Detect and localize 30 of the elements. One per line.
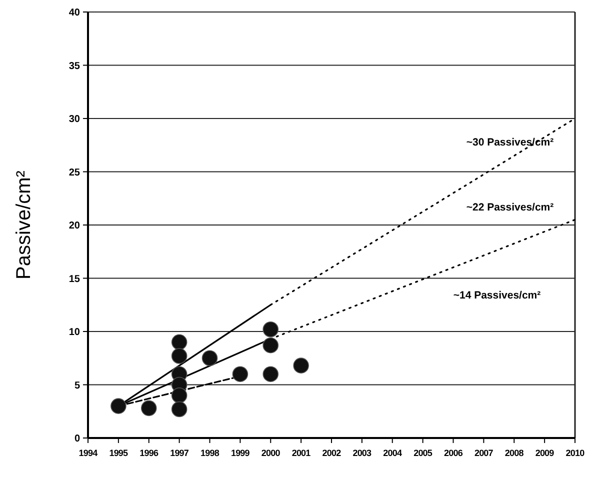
y-tick-label: 0 [74, 434, 80, 444]
x-tick-label: 2008 [504, 448, 524, 458]
y-axis-title: Passive/cm² [13, 170, 35, 280]
x-tick-label: 1998 [200, 448, 220, 458]
x-tick-label: 1997 [170, 448, 189, 458]
annotation: ~30 Passives/cm² [466, 136, 554, 149]
y-tick-label: 5 [74, 380, 80, 392]
x-tick-label: 1999 [230, 448, 250, 458]
annotation: ~14 Passives/cm² [453, 290, 542, 302]
x-tick-label: 2004 [383, 448, 402, 458]
x-tick-label: 2010 [566, 448, 585, 458]
x-tick-label: 2000 [261, 448, 280, 458]
x-tick-label: 1994 [78, 448, 98, 458]
annotation: ~22 Passives/cm² [466, 202, 554, 214]
y-tick-label: 40 [68, 8, 80, 18]
y-tick-label: 15 [68, 274, 80, 285]
x-tick-label: 1996 [140, 448, 158, 458]
x-tick-label: 2001 [292, 448, 311, 458]
x-tick-label: 2003 [352, 448, 372, 458]
x-tick-label: 2007 [474, 448, 494, 458]
y-tick-label: 20 [68, 220, 80, 232]
y-tick-label: 35 [68, 60, 80, 72]
x-tick-label: 2009 [535, 448, 554, 458]
y-tick-label: 30 [68, 114, 80, 125]
x-tick-label: 1995 [109, 448, 128, 458]
y-tick-label: 10 [68, 327, 80, 338]
x-tick-label: 2005 [414, 448, 432, 458]
x-tick-label: 2006 [444, 448, 463, 458]
x-tick-label: 2002 [322, 448, 342, 458]
y-tick-label: 25 [68, 167, 80, 178]
